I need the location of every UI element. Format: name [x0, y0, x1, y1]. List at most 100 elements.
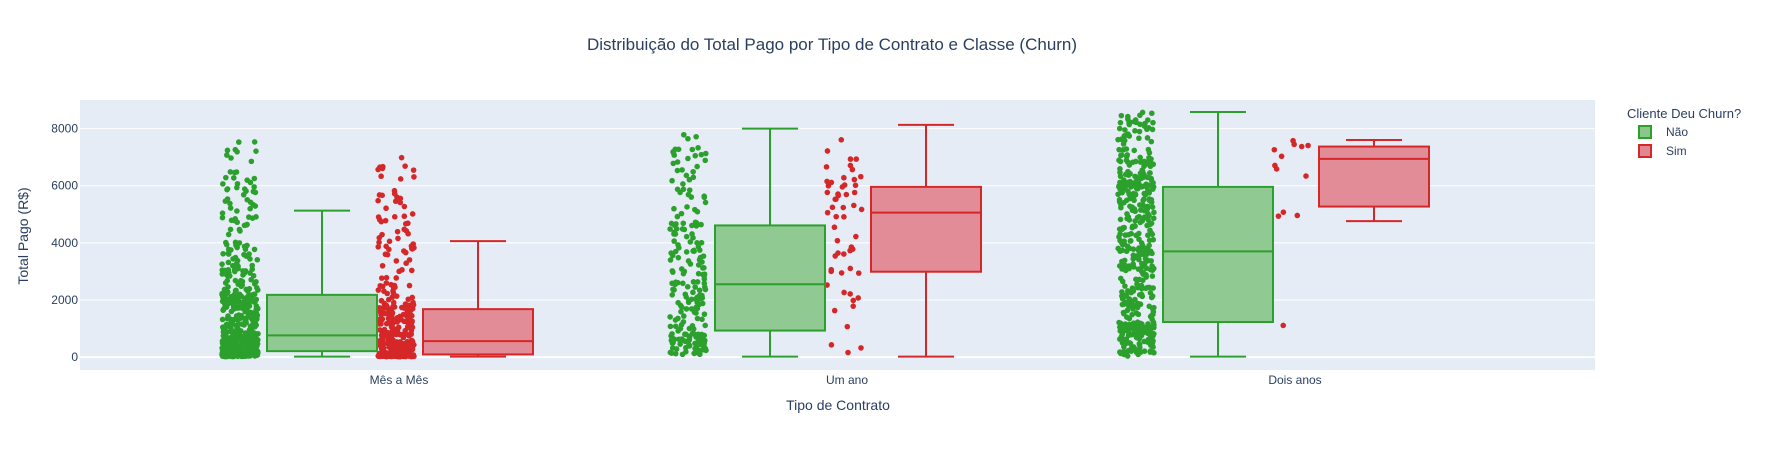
data-point: [387, 344, 394, 351]
data-point: [689, 231, 695, 237]
data-point: [395, 352, 402, 359]
data-point: [388, 281, 394, 288]
data-point: [219, 210, 226, 216]
data-point: [695, 262, 702, 268]
data-point: [1122, 323, 1128, 329]
legend-swatch: [1638, 125, 1652, 139]
data-point: [824, 189, 831, 196]
data-point: [1138, 268, 1145, 275]
data-point: [235, 265, 241, 272]
data-point: [1130, 288, 1137, 294]
data-point: [405, 230, 411, 237]
data-point: [1120, 301, 1127, 308]
data-point: [1150, 161, 1157, 168]
data-point: [378, 332, 385, 339]
data-point: [691, 331, 698, 337]
x-axis-ticks: Mês a Mês Um ano Dois anos: [370, 373, 1322, 387]
data-point: [696, 287, 703, 294]
data-point: [1150, 265, 1157, 272]
data-point: [1136, 135, 1142, 142]
data-point: [240, 272, 246, 278]
data-point: [380, 345, 387, 352]
data-point: [228, 308, 235, 315]
data-point: [843, 191, 850, 198]
data-point: [250, 321, 257, 328]
box-body: [870, 185, 982, 273]
data-point: [228, 155, 234, 161]
data-point: [686, 341, 692, 348]
data-point: [395, 235, 401, 242]
data-point: [1144, 135, 1151, 141]
data-point: [246, 251, 252, 257]
data-point: [691, 247, 697, 254]
data-point: [699, 292, 705, 299]
data-point: [242, 330, 249, 336]
data-point: [698, 331, 705, 338]
data-point: [1144, 117, 1151, 123]
data-point: [401, 318, 408, 325]
data-point: [397, 199, 404, 206]
data-point: [669, 177, 675, 184]
data-point: [672, 279, 679, 285]
data-point: [674, 159, 681, 165]
data-point: [381, 288, 387, 294]
data-point: [234, 353, 241, 360]
data-point: [223, 322, 229, 329]
data-point: [1291, 141, 1297, 148]
data-point: [375, 214, 382, 220]
data-point: [251, 246, 258, 253]
data-point: [828, 268, 835, 275]
data-point: [1136, 128, 1143, 135]
legend-swatch: [1638, 144, 1652, 158]
data-point: [1145, 217, 1152, 223]
data-point: [1150, 180, 1156, 186]
data-point: [840, 204, 847, 211]
data-point: [1117, 349, 1123, 355]
data-point: [1146, 237, 1153, 244]
data-point: [1128, 348, 1135, 354]
data-point: [695, 243, 702, 250]
data-point: [1146, 303, 1153, 310]
data-point: [674, 213, 681, 220]
box-body: [714, 224, 826, 332]
data-point: [1121, 133, 1128, 139]
data-point: [1149, 110, 1155, 117]
data-point: [679, 337, 686, 343]
data-point: [1134, 284, 1141, 291]
data-point: [683, 306, 690, 312]
data-point: [389, 332, 396, 339]
data-point: [680, 270, 687, 277]
data-point: [253, 310, 260, 316]
data-points: [219, 109, 1311, 360]
data-point: [699, 316, 705, 323]
chart-title: Distribuição do Total Pago por Tipo de C…: [587, 35, 1077, 54]
y-axis-title: Total Pago (R$): [15, 187, 31, 284]
data-point: [251, 175, 258, 182]
data-point: [702, 150, 709, 157]
data-point: [378, 173, 384, 180]
legend-label: Não: [1666, 125, 1688, 139]
data-point: [835, 192, 842, 199]
data-point: [1133, 119, 1139, 126]
data-point: [379, 316, 386, 322]
data-point: [234, 149, 240, 155]
y-tick-label: 8000: [51, 122, 78, 136]
data-point: [1137, 219, 1144, 226]
data-point: [847, 162, 854, 169]
data-point: [1149, 316, 1155, 323]
data-point: [247, 199, 254, 206]
data-point: [248, 330, 255, 337]
data-point: [254, 284, 260, 291]
data-point: [1136, 340, 1143, 347]
data-point: [233, 287, 239, 294]
data-point: [1127, 237, 1134, 244]
data-point: [1124, 215, 1130, 222]
data-point: [383, 280, 390, 286]
y-tick-label: 4000: [51, 236, 78, 250]
data-point: [1144, 222, 1150, 229]
box-0-1: [714, 127, 826, 358]
data-point: [247, 205, 253, 212]
data-point: [692, 284, 698, 290]
data-point: [255, 330, 261, 337]
data-point: [851, 202, 857, 209]
